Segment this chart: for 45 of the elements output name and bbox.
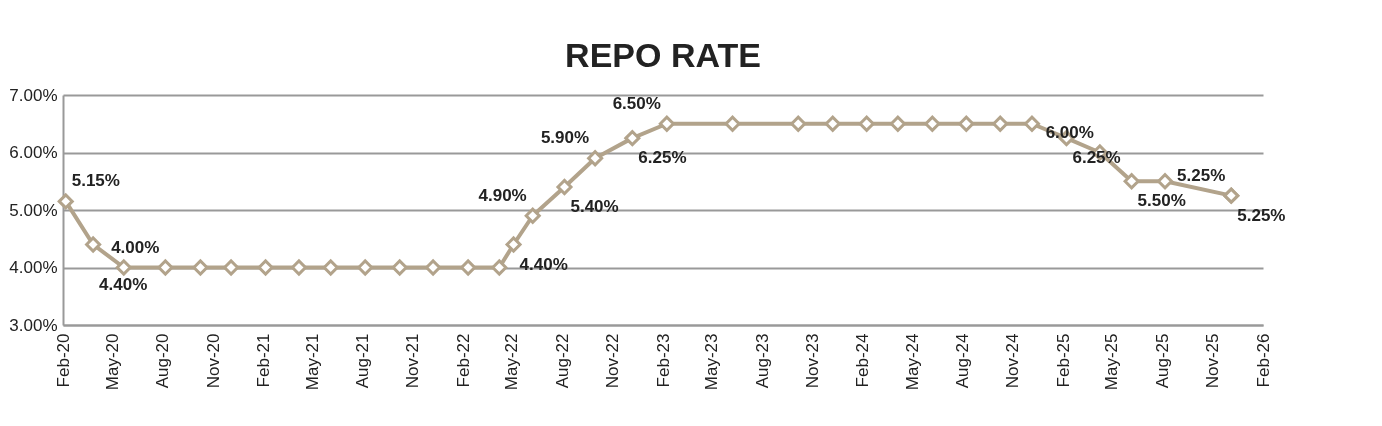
x-tick-label: Aug-23 bbox=[752, 333, 772, 389]
data-label: 6.25% bbox=[638, 148, 687, 168]
data-label: 5.15% bbox=[71, 171, 120, 191]
y-tick-label: 4.00% bbox=[9, 258, 58, 277]
x-tick-label: Nov-20 bbox=[203, 333, 223, 389]
x-tick-label: May-20 bbox=[102, 333, 122, 391]
data-label: 5.90% bbox=[540, 128, 590, 148]
x-tick-label: Nov-25 bbox=[1203, 333, 1223, 389]
data-label: 4.40% bbox=[519, 254, 568, 274]
chart-title: REPO RATE bbox=[565, 36, 761, 74]
x-tick-label: Aug-20 bbox=[153, 333, 173, 389]
x-tick-label: Nov-23 bbox=[802, 333, 822, 389]
data-label: 5.40% bbox=[570, 197, 619, 216]
x-tick-label: Feb-26 bbox=[1253, 333, 1273, 388]
x-tick-label: Feb-22 bbox=[453, 333, 473, 388]
x-tick-label: Feb-23 bbox=[653, 333, 673, 388]
data-label: 6.50% bbox=[612, 93, 661, 113]
x-tick-label: May-23 bbox=[702, 333, 722, 391]
data-label: 5.25% bbox=[1177, 165, 1226, 185]
x-tick-label: Aug-25 bbox=[1152, 333, 1172, 389]
x-tick-label: May-22 bbox=[502, 333, 522, 391]
x-tick-label: Feb-24 bbox=[853, 333, 873, 388]
x-tick-label: Feb-21 bbox=[253, 333, 273, 388]
x-tick-label: Aug-21 bbox=[352, 333, 372, 389]
x-tick-label: May-21 bbox=[302, 333, 322, 391]
data-label: 6.25% bbox=[1072, 148, 1121, 168]
data-label: 4.90% bbox=[478, 185, 527, 205]
x-tick-label: Nov-24 bbox=[1003, 333, 1023, 389]
x-tick-label: Nov-22 bbox=[603, 333, 623, 389]
data-label: 5.50% bbox=[1137, 191, 1186, 211]
x-tick-label: May-24 bbox=[902, 333, 922, 391]
x-tick-label: Feb-25 bbox=[1053, 333, 1073, 388]
x-tick-label: May-25 bbox=[1102, 333, 1122, 391]
x-tick-label: Aug-22 bbox=[552, 333, 572, 389]
x-tick-label: Feb-20 bbox=[53, 333, 73, 388]
x-tick-label: Aug-24 bbox=[952, 333, 972, 389]
data-label: 4.40% bbox=[99, 274, 148, 294]
y-tick-label: 3.00% bbox=[9, 315, 58, 335]
data-label: 5.25% bbox=[1237, 205, 1286, 225]
y-tick-label: 6.00% bbox=[9, 143, 58, 162]
y-tick-label: 7.00% bbox=[9, 85, 58, 105]
data-label: 6.00% bbox=[1045, 122, 1094, 142]
data-label: 4.00% bbox=[111, 237, 160, 257]
y-tick-label: 5.00% bbox=[9, 200, 58, 220]
x-tick-label: Nov-21 bbox=[403, 333, 423, 389]
